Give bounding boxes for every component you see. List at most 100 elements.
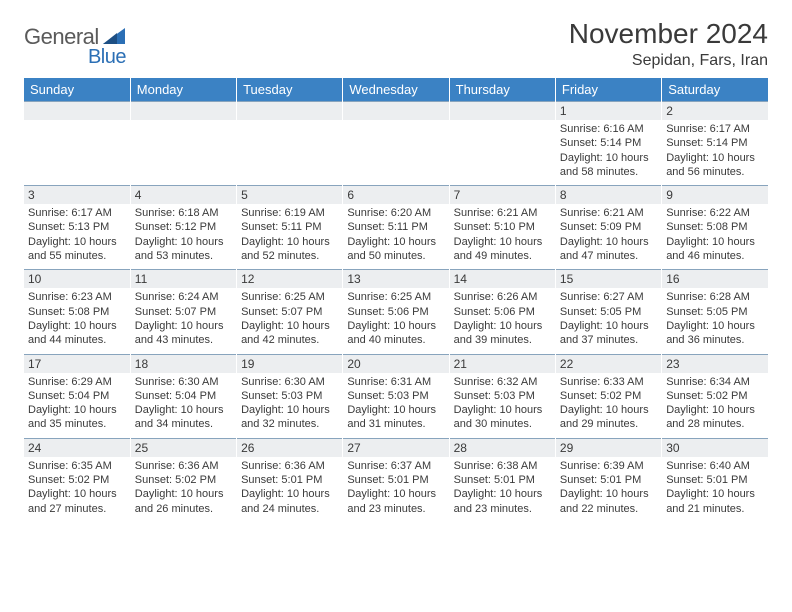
day-detail-cell: Sunrise: 6:17 AMSunset: 5:13 PMDaylight:… xyxy=(24,204,130,270)
daylight-text: Daylight: 10 hours and 21 minutes. xyxy=(666,487,764,516)
daylight-text: Daylight: 10 hours and 29 minutes. xyxy=(560,403,657,432)
day-detail-cell xyxy=(24,120,130,186)
sunrise-text: Sunrise: 6:32 AM xyxy=(454,375,551,389)
sunset-text: Sunset: 5:11 PM xyxy=(347,220,444,234)
sunset-text: Sunset: 5:14 PM xyxy=(560,136,657,150)
day-number-cell: 27 xyxy=(343,438,449,457)
day-detail-cell xyxy=(449,120,555,186)
sunrise-text: Sunrise: 6:21 AM xyxy=(454,206,551,220)
weekday-header: Tuesday xyxy=(237,78,343,102)
page-header: General Blue November 2024 Sepidan, Fars… xyxy=(24,18,768,70)
day-number-cell: 8 xyxy=(555,186,661,205)
detail-row: Sunrise: 6:17 AMSunset: 5:13 PMDaylight:… xyxy=(24,204,768,270)
day-detail-cell xyxy=(343,120,449,186)
sunrise-text: Sunrise: 6:36 AM xyxy=(135,459,232,473)
daylight-text: Daylight: 10 hours and 58 minutes. xyxy=(560,151,657,180)
day-number-cell xyxy=(24,102,130,121)
sunset-text: Sunset: 5:01 PM xyxy=(666,473,764,487)
sunrise-text: Sunrise: 6:17 AM xyxy=(666,122,764,136)
day-detail-cell: Sunrise: 6:32 AMSunset: 5:03 PMDaylight:… xyxy=(449,373,555,439)
day-detail-cell: Sunrise: 6:24 AMSunset: 5:07 PMDaylight:… xyxy=(130,288,236,354)
daylight-text: Daylight: 10 hours and 46 minutes. xyxy=(666,235,764,264)
sunset-text: Sunset: 5:10 PM xyxy=(454,220,551,234)
weekday-header: Monday xyxy=(130,78,236,102)
day-detail-cell: Sunrise: 6:17 AMSunset: 5:14 PMDaylight:… xyxy=(662,120,768,186)
day-number-cell: 22 xyxy=(555,354,661,373)
sunset-text: Sunset: 5:12 PM xyxy=(135,220,232,234)
detail-row: Sunrise: 6:23 AMSunset: 5:08 PM Daylight:… xyxy=(24,288,768,354)
day-number-cell xyxy=(130,102,236,121)
sunset-text: Sunset: 5:11 PM xyxy=(241,220,338,234)
daylight-text: Daylight: 10 hours and 28 minutes. xyxy=(666,403,764,432)
daylight-text: Daylight: 10 hours and 27 minutes. xyxy=(28,487,126,516)
day-detail-cell: Sunrise: 6:38 AMSunset: 5:01 PMDaylight:… xyxy=(449,457,555,522)
day-detail-cell: Sunrise: 6:19 AMSunset: 5:11 PMDaylight:… xyxy=(237,204,343,270)
sunrise-text: Sunrise: 6:22 AM xyxy=(666,206,764,220)
detail-row: Sunrise: 6:16 AMSunset: 5:14 PMDaylight:… xyxy=(24,120,768,186)
logo-triangle-icon xyxy=(103,28,125,44)
day-detail-cell: Sunrise: 6:40 AMSunset: 5:01 PMDaylight:… xyxy=(662,457,768,522)
sunset-text: Sunset: 5:07 PM xyxy=(135,305,232,319)
sunset-text: Sunset: 5:08 PM xyxy=(28,305,126,319)
day-detail-cell: Sunrise: 6:30 AMSunset: 5:04 PMDaylight:… xyxy=(130,373,236,439)
title-block: November 2024 Sepidan, Fars, Iran xyxy=(569,18,768,70)
daylight-text: Daylight: 10 hours and 34 minutes. xyxy=(135,403,232,432)
sunset-text: Sunset: 5:06 PM xyxy=(347,305,444,319)
day-number-cell: 6 xyxy=(343,186,449,205)
day-detail-cell xyxy=(130,120,236,186)
sunset-text: Sunset: 5:06 PM xyxy=(454,305,551,319)
day-number-cell: 17 xyxy=(24,354,130,373)
date-row: 24252627282930 xyxy=(24,438,768,457)
daylight-text: Daylight: 10 hours and 50 minutes. xyxy=(347,235,444,264)
sunrise-text: Sunrise: 6:23 AM xyxy=(28,290,126,304)
daylight-text: Daylight: 10 hours and 43 minutes. xyxy=(135,319,232,348)
sunrise-text: Sunrise: 6:29 AM xyxy=(28,375,126,389)
day-detail-cell: Sunrise: 6:25 AMSunset: 5:07 PMDaylight:… xyxy=(237,288,343,354)
day-detail-cell: Sunrise: 6:36 AMSunset: 5:01 PMDaylight:… xyxy=(237,457,343,522)
detail-row: Sunrise: 6:35 AMSunset: 5:02 PMDaylight:… xyxy=(24,457,768,522)
sunset-text: Sunset: 5:01 PM xyxy=(347,473,444,487)
day-number-cell: 29 xyxy=(555,438,661,457)
day-number-cell xyxy=(237,102,343,121)
daylight-text: Daylight: 10 hours and 35 minutes. xyxy=(28,403,126,432)
daylight-text: Daylight: 10 hours and 22 minutes. xyxy=(560,487,657,516)
daylight-text: Daylight: 10 hours and 37 minutes. xyxy=(560,319,657,348)
day-number-cell: 26 xyxy=(237,438,343,457)
day-number-cell: 15 xyxy=(555,270,661,289)
day-detail-cell: Sunrise: 6:30 AMSunset: 5:03 PMDaylight:… xyxy=(237,373,343,439)
daylight-text: Daylight: 10 hours and 55 minutes. xyxy=(28,235,126,264)
day-detail-cell: Sunrise: 6:22 AMSunset: 5:08 PMDaylight:… xyxy=(662,204,768,270)
sunset-text: Sunset: 5:01 PM xyxy=(454,473,551,487)
day-number-cell: 3 xyxy=(24,186,130,205)
day-number-cell: 13 xyxy=(343,270,449,289)
sunrise-text: Sunrise: 6:40 AM xyxy=(666,459,764,473)
day-number-cell: 30 xyxy=(662,438,768,457)
sunset-text: Sunset: 5:03 PM xyxy=(347,389,444,403)
day-detail-cell: Sunrise: 6:29 AMSunset: 5:04 PMDaylight:… xyxy=(24,373,130,439)
detail-row: Sunrise: 6:29 AMSunset: 5:04 PMDaylight:… xyxy=(24,373,768,439)
day-number-cell: 19 xyxy=(237,354,343,373)
daylight-text: Daylight: 10 hours and 23 minutes. xyxy=(454,487,551,516)
date-row: 3456789 xyxy=(24,186,768,205)
date-row: 10111213141516 xyxy=(24,270,768,289)
day-number-cell: 18 xyxy=(130,354,236,373)
sunrise-text: Sunrise: 6:28 AM xyxy=(666,290,764,304)
sunset-text: Sunset: 5:01 PM xyxy=(560,473,657,487)
sunrise-text: Sunrise: 6:36 AM xyxy=(241,459,338,473)
day-number-cell: 9 xyxy=(662,186,768,205)
daylight-text: Daylight: 10 hours and 31 minutes. xyxy=(347,403,444,432)
daylight-text: Daylight: 10 hours and 39 minutes. xyxy=(454,319,551,348)
daylight-text: Daylight: 10 hours and 40 minutes. xyxy=(347,319,444,348)
sunrise-text: Sunrise: 6:39 AM xyxy=(560,459,657,473)
day-number-cell xyxy=(343,102,449,121)
daylight-text: Daylight: 10 hours and 49 minutes. xyxy=(454,235,551,264)
day-number-cell: 20 xyxy=(343,354,449,373)
day-number-cell: 28 xyxy=(449,438,555,457)
day-number-cell xyxy=(449,102,555,121)
daylight-text: Daylight: 10 hours and 56 minutes. xyxy=(666,151,764,180)
day-detail-cell: Sunrise: 6:23 AMSunset: 5:08 PMDaylight:… xyxy=(24,288,130,354)
daylight-text: Daylight: 10 hours and 30 minutes. xyxy=(454,403,551,432)
sunrise-text: Sunrise: 6:26 AM xyxy=(454,290,551,304)
day-detail-cell: Sunrise: 6:34 AMSunset: 5:02 PMDaylight:… xyxy=(662,373,768,439)
daylight-text: Daylight: 10 hours and 52 minutes. xyxy=(241,235,338,264)
